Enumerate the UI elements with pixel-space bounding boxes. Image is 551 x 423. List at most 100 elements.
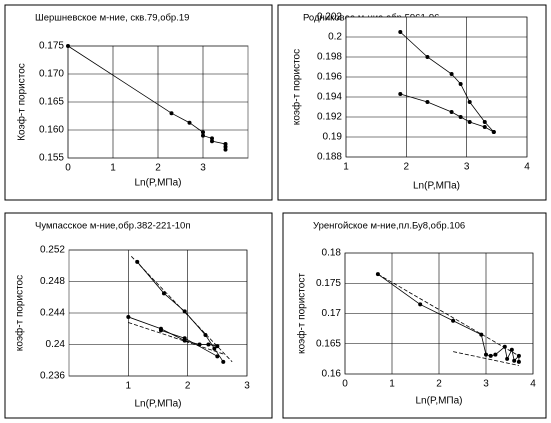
x-tick-label: 2 (155, 163, 161, 174)
y-tick-label: 0.196 (317, 72, 342, 83)
point (502, 344, 507, 349)
x-tick-label: 3 (244, 381, 250, 392)
x-tick-label: 3 (200, 163, 206, 174)
y-tick-label: 0.194 (317, 92, 342, 103)
point (449, 72, 454, 76)
chart-panel: Родниковое м-ние,обр.5961-960.1880.190.1… (277, 4, 547, 201)
point (467, 100, 472, 104)
point (201, 133, 205, 138)
point (221, 359, 226, 364)
point (458, 82, 463, 86)
x-tick-label: 2 (436, 379, 442, 390)
y-tick-label: 0.252 (40, 245, 65, 256)
y-tick-label: 0.155 (39, 153, 64, 164)
point (505, 356, 510, 361)
trend-line (128, 322, 224, 355)
point (223, 144, 228, 149)
chart-panel: Чумпасское м-ние,обр.382-221-10п 0.236 0.2… (4, 212, 273, 419)
point (201, 130, 205, 135)
y-tick-label: 0.202 (317, 12, 342, 23)
y-tick-label: 0.17 (322, 308, 342, 319)
point (187, 120, 192, 125)
point (223, 147, 228, 152)
point (451, 318, 456, 323)
x-axis-label: Ln(P,МПа) (134, 399, 181, 410)
x-tick-label: 1 (110, 163, 116, 174)
point (491, 130, 496, 134)
chart-title: Уренгойское м-ние,пл.Бу8,обр.106 (313, 221, 465, 232)
point (488, 353, 493, 358)
y-axis-label: коэф-т пористос (14, 275, 26, 351)
y-tick-label: 0.24 (46, 339, 66, 350)
y-tick-label: 0.198 (317, 52, 342, 63)
point (516, 359, 521, 364)
trend-line (453, 351, 519, 366)
point (169, 111, 174, 116)
point (210, 136, 214, 141)
y-tick-label: 0.19 (323, 132, 343, 143)
point (223, 142, 228, 146)
chart-panel: Уренгойское м-ние,пл.Бу8,обр.106 0.16 0.16… (282, 212, 547, 419)
point (398, 30, 403, 34)
x-tick-label: 4 (524, 162, 530, 173)
point (215, 354, 220, 359)
point (182, 336, 187, 341)
y-tick-label: 0.170 (39, 69, 64, 80)
point (512, 358, 517, 363)
x-tick-label: 0 (65, 163, 71, 174)
point (182, 309, 187, 314)
y-tick-label: 0.192 (317, 112, 342, 123)
point (418, 302, 423, 307)
y-tick-label: 0.160 (39, 125, 64, 136)
x-tick-label: 3 (464, 162, 470, 173)
y-tick-label: 0.165 (39, 97, 64, 108)
point (161, 291, 166, 296)
y-axis-label: коэф-т пористос (291, 49, 303, 125)
y-tick-label: 0.248 (40, 276, 65, 287)
point (66, 44, 70, 48)
point (458, 115, 463, 119)
x-tick-label: 3 (483, 379, 489, 390)
point (482, 120, 487, 124)
point (212, 346, 217, 351)
point (135, 259, 140, 264)
y-tick-label: 0.175 (316, 278, 341, 289)
point (210, 139, 214, 144)
x-tick-label: 4 (530, 379, 536, 390)
plot-area (345, 16, 528, 158)
chart-title: Шершневское м-ние, скв.79,обр.19 (35, 13, 189, 24)
point (467, 120, 472, 124)
chart-panel: Шершневское м-ние, скв.79,обр.19 0.155 0.1… (4, 4, 273, 201)
y-axis-label: Коэф-т пористос (16, 63, 28, 141)
x-tick-label: 1 (389, 379, 395, 390)
trend-line (377, 273, 520, 357)
point (203, 333, 208, 338)
y-tick-label: 0.2 (328, 32, 342, 43)
x-tick-label: 2 (404, 162, 410, 173)
point (484, 352, 488, 357)
point (158, 328, 163, 333)
y-tick-label: 0.18 (322, 248, 342, 259)
point (482, 125, 487, 129)
y-axis-label: коэф-т пористост (296, 273, 308, 354)
x-tick-label: 2 (185, 381, 191, 392)
y-tick-label: 0.165 (316, 338, 341, 349)
trend-line (131, 256, 233, 363)
x-axis-label: Ln(P,МПа) (415, 396, 462, 407)
point (425, 55, 430, 59)
y-tick-label: 0.188 (317, 152, 342, 163)
y-tick-label: 0.16 (322, 369, 342, 380)
point (493, 352, 498, 357)
point (126, 314, 131, 319)
x-tick-label: 0 (342, 379, 348, 390)
chart-title: Чумпасское м-ние,обр.382-221-10п (35, 221, 190, 232)
y-tick-label: 0.244 (40, 308, 65, 319)
x-axis-label: Ln(P,МПа) (134, 178, 181, 189)
point (206, 342, 211, 347)
x-tick-label: 1 (126, 381, 132, 392)
point (449, 110, 454, 114)
point (425, 100, 430, 104)
y-tick-label: 0.236 (40, 371, 65, 382)
